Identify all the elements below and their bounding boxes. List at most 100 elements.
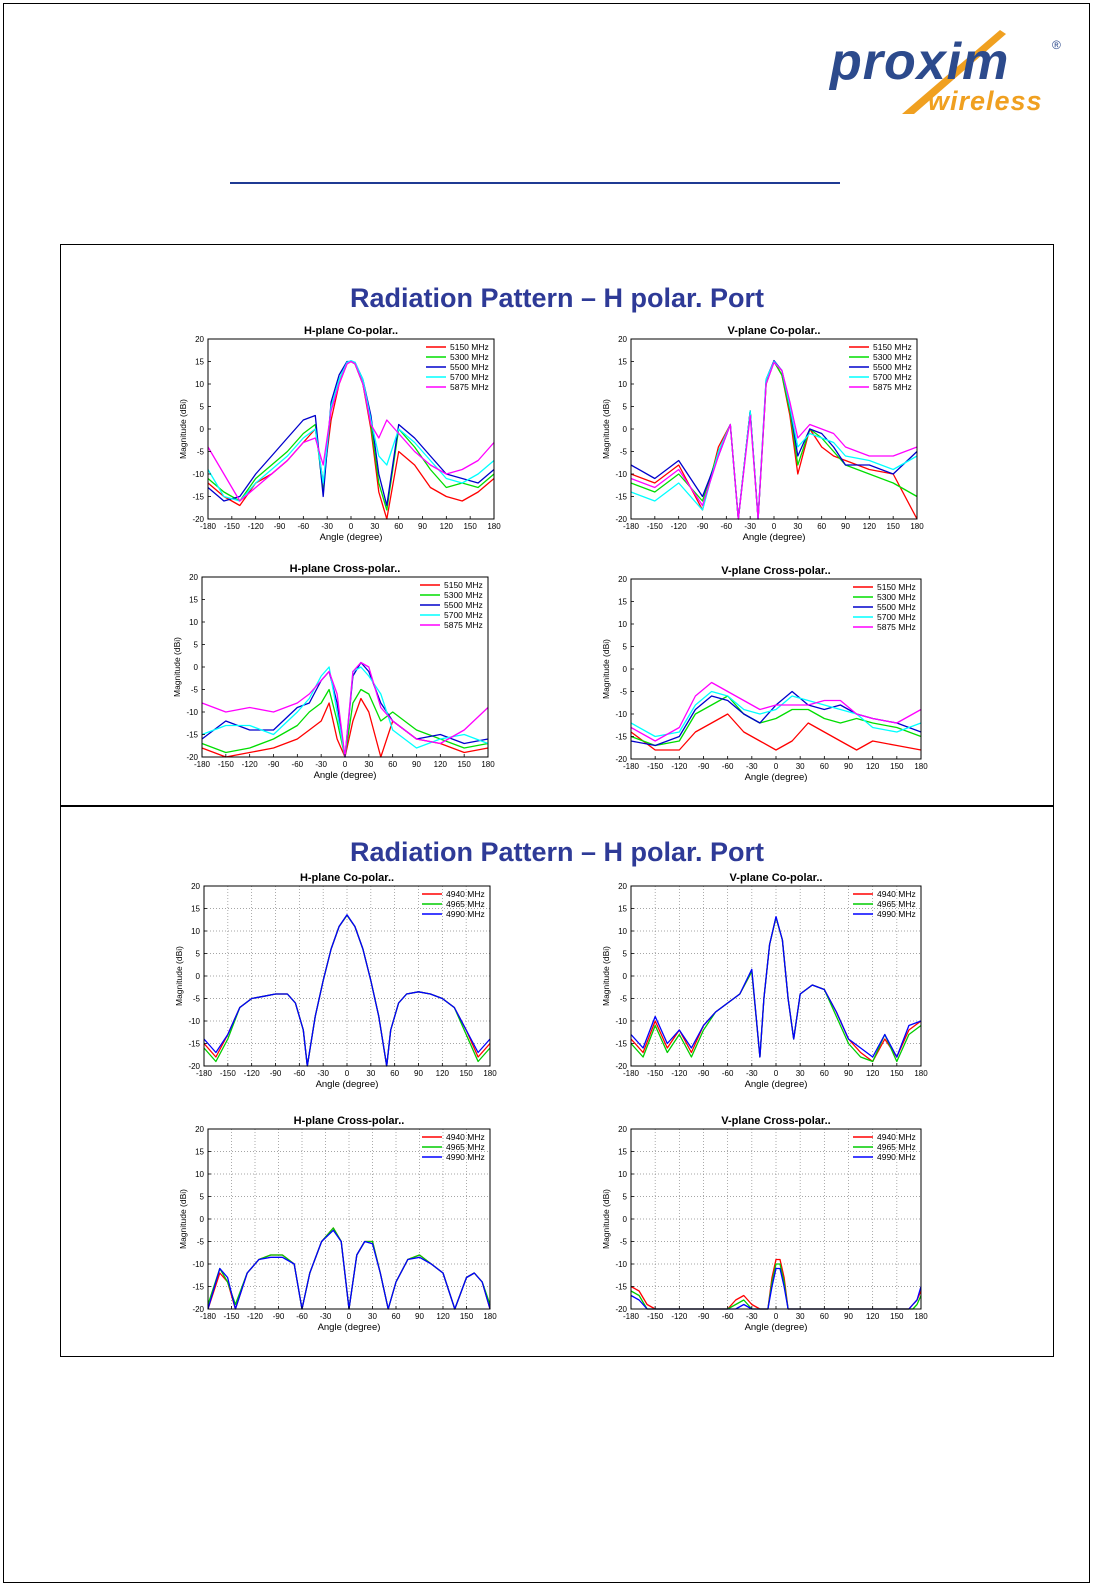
- y-tick-label: -10: [186, 708, 198, 717]
- y-tick-label: -15: [615, 1040, 627, 1049]
- chart-7: -180 -150 -120 -90 -60 -30 0 30 60 90 120 150 180201…: [178, 1115, 497, 1333]
- legend-label: 5500 MHz: [873, 362, 912, 372]
- y-tick-label: 20: [618, 882, 627, 891]
- y-tick-label: 15: [195, 1148, 204, 1157]
- chart-title: H-plane Co-polar..: [300, 872, 394, 884]
- x-tick-label: -60: [296, 1312, 308, 1321]
- x-axis-label: Angle (degree): [743, 532, 806, 543]
- y-tick-label: 15: [618, 905, 627, 914]
- y-tick-label: -20: [615, 1062, 627, 1071]
- legend-label: 5150 MHz: [444, 580, 483, 590]
- y-axis-label: Magnitude (dBi): [174, 946, 184, 1006]
- x-tick-label: 180: [910, 522, 924, 531]
- y-tick-label: 20: [195, 1125, 204, 1134]
- y-tick-label: -5: [197, 448, 205, 457]
- legend-label: 5150 MHz: [450, 342, 489, 352]
- x-tick-label: 180: [914, 762, 928, 771]
- x-tick-label: -180: [200, 522, 217, 531]
- y-tick-label: 15: [195, 358, 204, 367]
- x-tick-label: 120: [863, 522, 877, 531]
- x-axis-label: Angle (degree): [316, 1079, 379, 1090]
- chart-title: H-plane Cross-polar..: [290, 563, 401, 575]
- chart-8: -180 -150 -120 -90 -60 -30 0 30 60 90 120 150 180201…: [601, 1115, 928, 1333]
- x-axis-label: Angle (degree): [745, 772, 808, 783]
- x-tick-label: -120: [671, 1069, 688, 1078]
- x-tick-label: -90: [274, 522, 286, 531]
- y-tick-label: -20: [188, 1062, 200, 1071]
- series-line: [207, 1229, 491, 1310]
- legend-label: 4965 MHz: [446, 1142, 485, 1152]
- x-tick-label: -60: [722, 1312, 734, 1321]
- x-tick-label: 180: [914, 1069, 928, 1078]
- x-tick-label: 180: [483, 1312, 497, 1321]
- y-axis-label: Magnitude (dBi): [601, 1189, 611, 1249]
- y-axis-label: Magnitude (dBi): [178, 399, 188, 459]
- series-line: [201, 688, 489, 758]
- y-tick-label: -15: [615, 1283, 627, 1292]
- x-axis-label: Angle (degree): [745, 1322, 808, 1333]
- page-border: [3, 3, 1090, 1583]
- x-tick-label: 0: [774, 1312, 779, 1321]
- legend-label: 4990 MHz: [877, 1152, 916, 1162]
- y-tick-label: 10: [195, 1170, 204, 1179]
- y-tick-label: 5: [623, 950, 628, 959]
- y-tick-label: 15: [618, 358, 627, 367]
- legend-label: 4940 MHz: [446, 889, 485, 899]
- x-tick-label: -150: [220, 1069, 237, 1078]
- y-tick-label: 0: [194, 663, 199, 672]
- legend-label: 4990 MHz: [446, 909, 485, 919]
- legend-label: 5700 MHz: [444, 610, 483, 620]
- x-tick-label: -90: [698, 1312, 710, 1321]
- y-tick-label: 5: [623, 643, 628, 652]
- pattern-panel-4.9ghz: Radiation Pattern – H polar. Port -180 -1…: [60, 806, 1054, 1357]
- y-tick-label: 0: [200, 1215, 205, 1224]
- x-tick-label: -90: [273, 1312, 285, 1321]
- x-tick-label: 0: [774, 1069, 779, 1078]
- x-tick-label: -90: [270, 1069, 282, 1078]
- y-tick-label: 10: [189, 618, 198, 627]
- series-line: [630, 695, 922, 747]
- x-tick-label: 0: [347, 1312, 352, 1321]
- y-tick-label: -10: [192, 1260, 204, 1269]
- x-tick-label: 150: [457, 760, 471, 769]
- x-tick-label: -30: [746, 762, 758, 771]
- x-axis-label: Angle (degree): [314, 770, 377, 781]
- x-tick-label: -60: [721, 522, 733, 531]
- y-tick-label: 5: [196, 950, 201, 959]
- y-tick-label: 20: [191, 882, 200, 891]
- x-tick-label: 60: [820, 1069, 829, 1078]
- series-line: [630, 713, 922, 751]
- y-tick-label: -15: [192, 1283, 204, 1292]
- x-tick-label: -150: [647, 762, 664, 771]
- x-tick-label: 150: [890, 1069, 904, 1078]
- y-tick-label: 5: [623, 403, 628, 412]
- x-tick-label: 180: [481, 760, 495, 769]
- x-tick-label: 60: [394, 522, 403, 531]
- y-tick-label: -10: [615, 470, 627, 479]
- y-tick-label: -15: [615, 493, 627, 502]
- x-tick-label: -30: [317, 1069, 329, 1078]
- x-tick-label: -30: [746, 1312, 758, 1321]
- logo-word: proxim: [830, 33, 1010, 91]
- y-tick-label: -10: [615, 1017, 627, 1026]
- chart-title: H-plane Co-polar..: [304, 325, 398, 337]
- y-tick-label: -20: [615, 1305, 627, 1314]
- legend-label: 4940 MHz: [877, 1132, 916, 1142]
- chart-4: -180 -150 -120 -90 -60 -30 0 30 60 90 120 150 180201…: [601, 565, 928, 783]
- x-tick-label: 90: [844, 1069, 853, 1078]
- chart-5: -180 -150 -120 -90 -60 -30 0 30 60 90 120 150 180201…: [174, 872, 497, 1090]
- y-tick-label: 20: [189, 573, 198, 582]
- y-tick-label: 0: [623, 665, 628, 674]
- y-tick-label: 10: [618, 380, 627, 389]
- panel-charts: -180 -150 -120 -90 -60 -30 0 30 60 90 120 150 180201…: [174, 872, 928, 1333]
- x-tick-label: -60: [294, 1069, 306, 1078]
- y-tick-label: 10: [618, 927, 627, 936]
- y-tick-label: 20: [618, 575, 627, 584]
- legend-label: 5300 MHz: [877, 592, 916, 602]
- x-tick-label: -30: [315, 760, 327, 769]
- legend-label: 4965 MHz: [877, 899, 916, 909]
